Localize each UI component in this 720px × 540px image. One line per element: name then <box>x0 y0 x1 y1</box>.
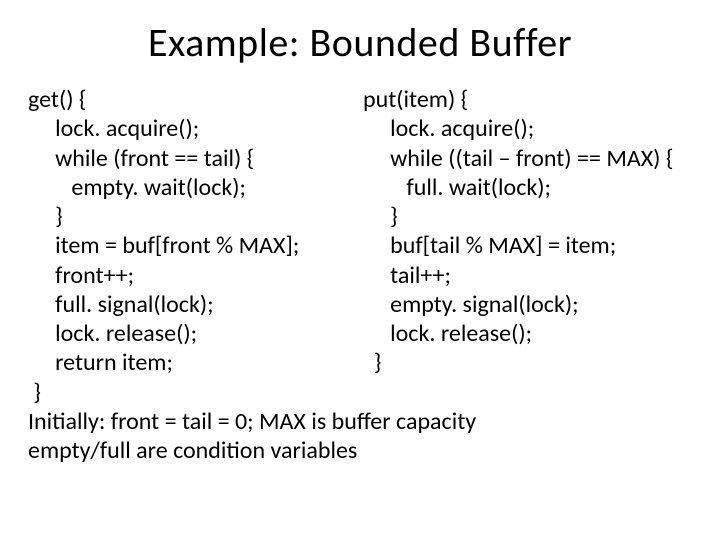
code-line: full. signal(lock); <box>28 290 214 319</box>
put-code-block: put(item) { lock. acquire(); while ((tai… <box>361 85 696 407</box>
code-line: full. wait(lock); <box>363 173 551 202</box>
get-code-block: get() { lock. acquire(); while (front ==… <box>24 85 361 407</box>
code-line: lock. release(); <box>28 319 197 348</box>
code-line: } <box>363 202 398 231</box>
code-line: } <box>363 348 381 377</box>
code-line: front++; <box>28 261 134 290</box>
code-line: lock. release(); <box>363 319 532 348</box>
footer-notes: Initially: front = tail = 0; MAX is buff… <box>24 407 696 466</box>
code-line: item = buf[front % MAX]; <box>28 231 299 260</box>
code-line: empty. signal(lock); <box>363 290 579 319</box>
code-line: empty. wait(lock); <box>28 173 246 202</box>
code-line: } <box>28 378 41 407</box>
code-line: while ((tail – front) == MAX) { <box>363 144 673 173</box>
code-line: put(item) { <box>363 85 468 114</box>
code-line: buf[tail % MAX] = item; <box>363 231 616 260</box>
code-line: lock. acquire(); <box>28 114 199 143</box>
slide: Example: Bounded Buffer get() { lock. ac… <box>0 0 720 540</box>
slide-title: Example: Bounded Buffer <box>24 18 696 67</box>
code-line: get() { <box>28 85 86 114</box>
footer-line: Initially: front = tail = 0; MAX is buff… <box>28 407 476 436</box>
code-line: } <box>28 202 63 231</box>
code-line: lock. acquire(); <box>363 114 534 143</box>
code-line: tail++; <box>363 261 451 290</box>
code-columns: get() { lock. acquire(); while (front ==… <box>24 85 696 407</box>
footer-line: empty/full are condition variables <box>28 436 357 465</box>
code-line: return item; <box>28 348 173 377</box>
code-line: while (front == tail) { <box>28 144 254 173</box>
